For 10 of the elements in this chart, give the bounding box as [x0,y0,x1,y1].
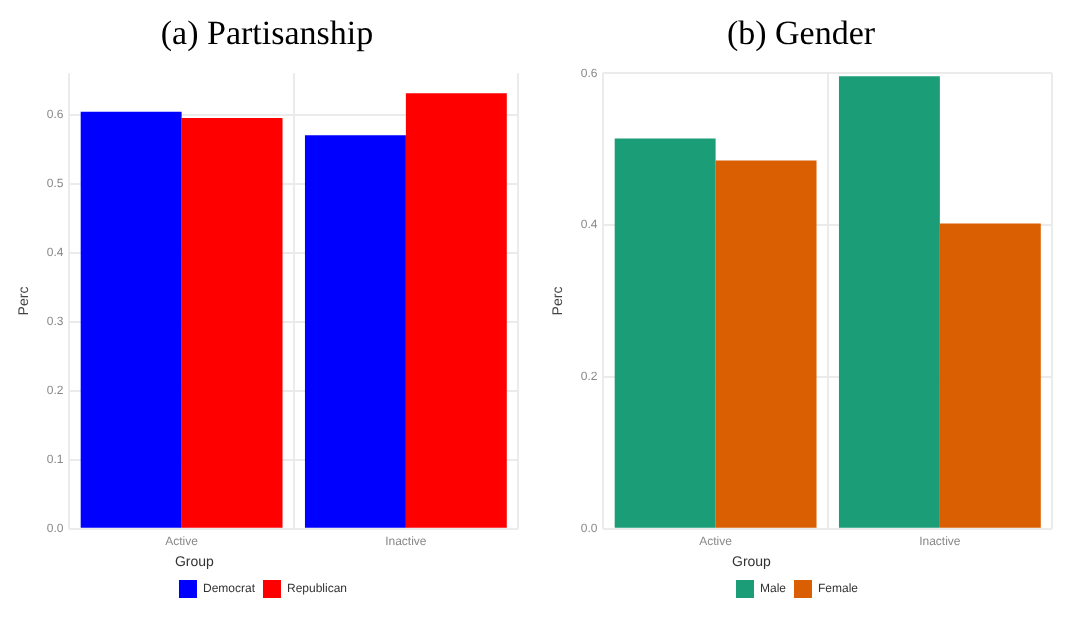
bar [405,93,507,528]
bar [715,160,817,528]
bar [181,118,283,528]
bar [838,76,940,528]
bar [614,138,716,528]
chart-title: (a) Partisanship [158,12,376,56]
bar [80,111,182,528]
bar [939,223,1041,528]
bar [304,135,406,528]
chart-title: (b) Gender [724,12,878,56]
